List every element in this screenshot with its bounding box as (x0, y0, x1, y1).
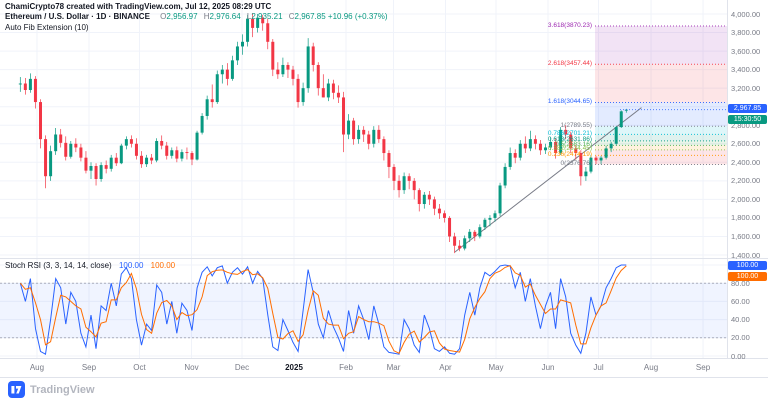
trend-line (454, 107, 642, 253)
ohlc-high-label: H (203, 12, 210, 21)
tradingview-logo-icon (8, 381, 25, 398)
price-badge: 2,967.85 (728, 104, 767, 113)
footer-bar: TradingView (0, 378, 768, 403)
tradingview-wordmark: TradingView (30, 383, 95, 396)
stoch-k-badge: 100.00 (728, 261, 767, 270)
stoch-d-badge: 100.00 (728, 272, 767, 281)
ohlc-open-label: O (160, 12, 167, 21)
ohlc-low-value: 2,935.21 (251, 12, 283, 21)
symbol-title: Ethereum / U.S. Dollar · 1D · BINANCE (5, 12, 150, 21)
candlestick-series (18, 13, 727, 254)
countdown-badge: 15:30:50 (728, 115, 767, 124)
indicator-legend[interactable]: Auto Fib Extension (10) (5, 23, 89, 32)
ohlc-close-label: C (288, 12, 295, 21)
watermark: ChamiCrypto78 created with TradingView.c… (5, 2, 272, 11)
ohlc-change: +10.96 (+0.37%) (327, 12, 388, 21)
tradingview-logo[interactable]: TradingView (8, 381, 95, 398)
ohlc-open-value: 2,956.97 (166, 12, 198, 21)
stoch-title: Stoch RSI (3, 3, 14, 14, close) (5, 261, 112, 270)
stoch-k-badge-value: 100.00 (736, 262, 759, 269)
stoch-rsi-plot (0, 264, 727, 355)
ohlc-low-label: L (246, 12, 252, 21)
stoch-d-badge-value: 100.00 (736, 273, 759, 280)
ohlc-close-value: 2,967.85 (294, 12, 326, 21)
symbol-legend[interactable]: Ethereum / U.S. Dollar · 1D · BINANCE O2… (5, 12, 388, 21)
countdown-value: 15:30:50 (733, 116, 762, 123)
ohlc-high-value: 2,976.64 (209, 12, 241, 21)
pane-separators (0, 0, 768, 378)
stoch-d-value: 100.00 (150, 261, 176, 270)
stoch-k-value: 100.00 (118, 261, 144, 270)
fib-extension-overlay (595, 25, 727, 165)
stoch-legend[interactable]: Stoch RSI (3, 3, 14, 14, close) 100.00 1… (5, 261, 175, 270)
price-badge-value: 2,967.85 (733, 105, 762, 112)
